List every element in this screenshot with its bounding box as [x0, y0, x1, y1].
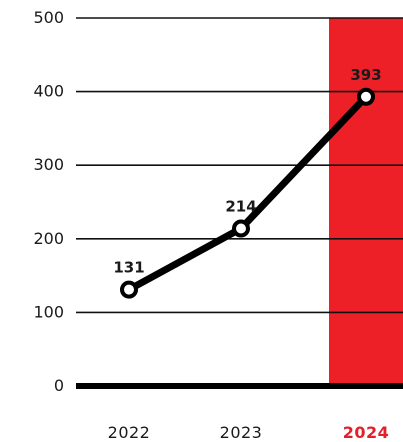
y-tick-label: 300: [33, 155, 64, 174]
data-labels: 131 214 393: [113, 66, 381, 277]
x-tick-label-2023: 2023: [220, 423, 263, 442]
data-point-2022: [120, 280, 138, 299]
y-tick-label: 400: [33, 82, 64, 101]
y-tick-label: 100: [33, 302, 64, 321]
x-axis-tick-labels: 2022 2023 2024: [108, 423, 390, 442]
data-point-2024: [357, 87, 375, 106]
data-point-2023: [232, 219, 250, 238]
data-label-2024: 393: [350, 66, 381, 84]
x-tick-label-2024: 2024: [343, 423, 390, 442]
gridlines: [76, 17, 403, 314]
data-label-2022: 131: [113, 259, 144, 277]
data-label-2023: 214: [225, 197, 256, 215]
y-tick-label: 200: [33, 229, 64, 248]
y-axis-tick-labels: 0 100 200 300 400 500: [33, 8, 64, 395]
y-tick-label: 0: [54, 376, 64, 395]
y-tick-label: 500: [33, 8, 64, 27]
data-point-markers: [120, 87, 375, 299]
highlight-band-2024: [329, 18, 403, 386]
x-tick-label-2022: 2022: [108, 423, 151, 442]
